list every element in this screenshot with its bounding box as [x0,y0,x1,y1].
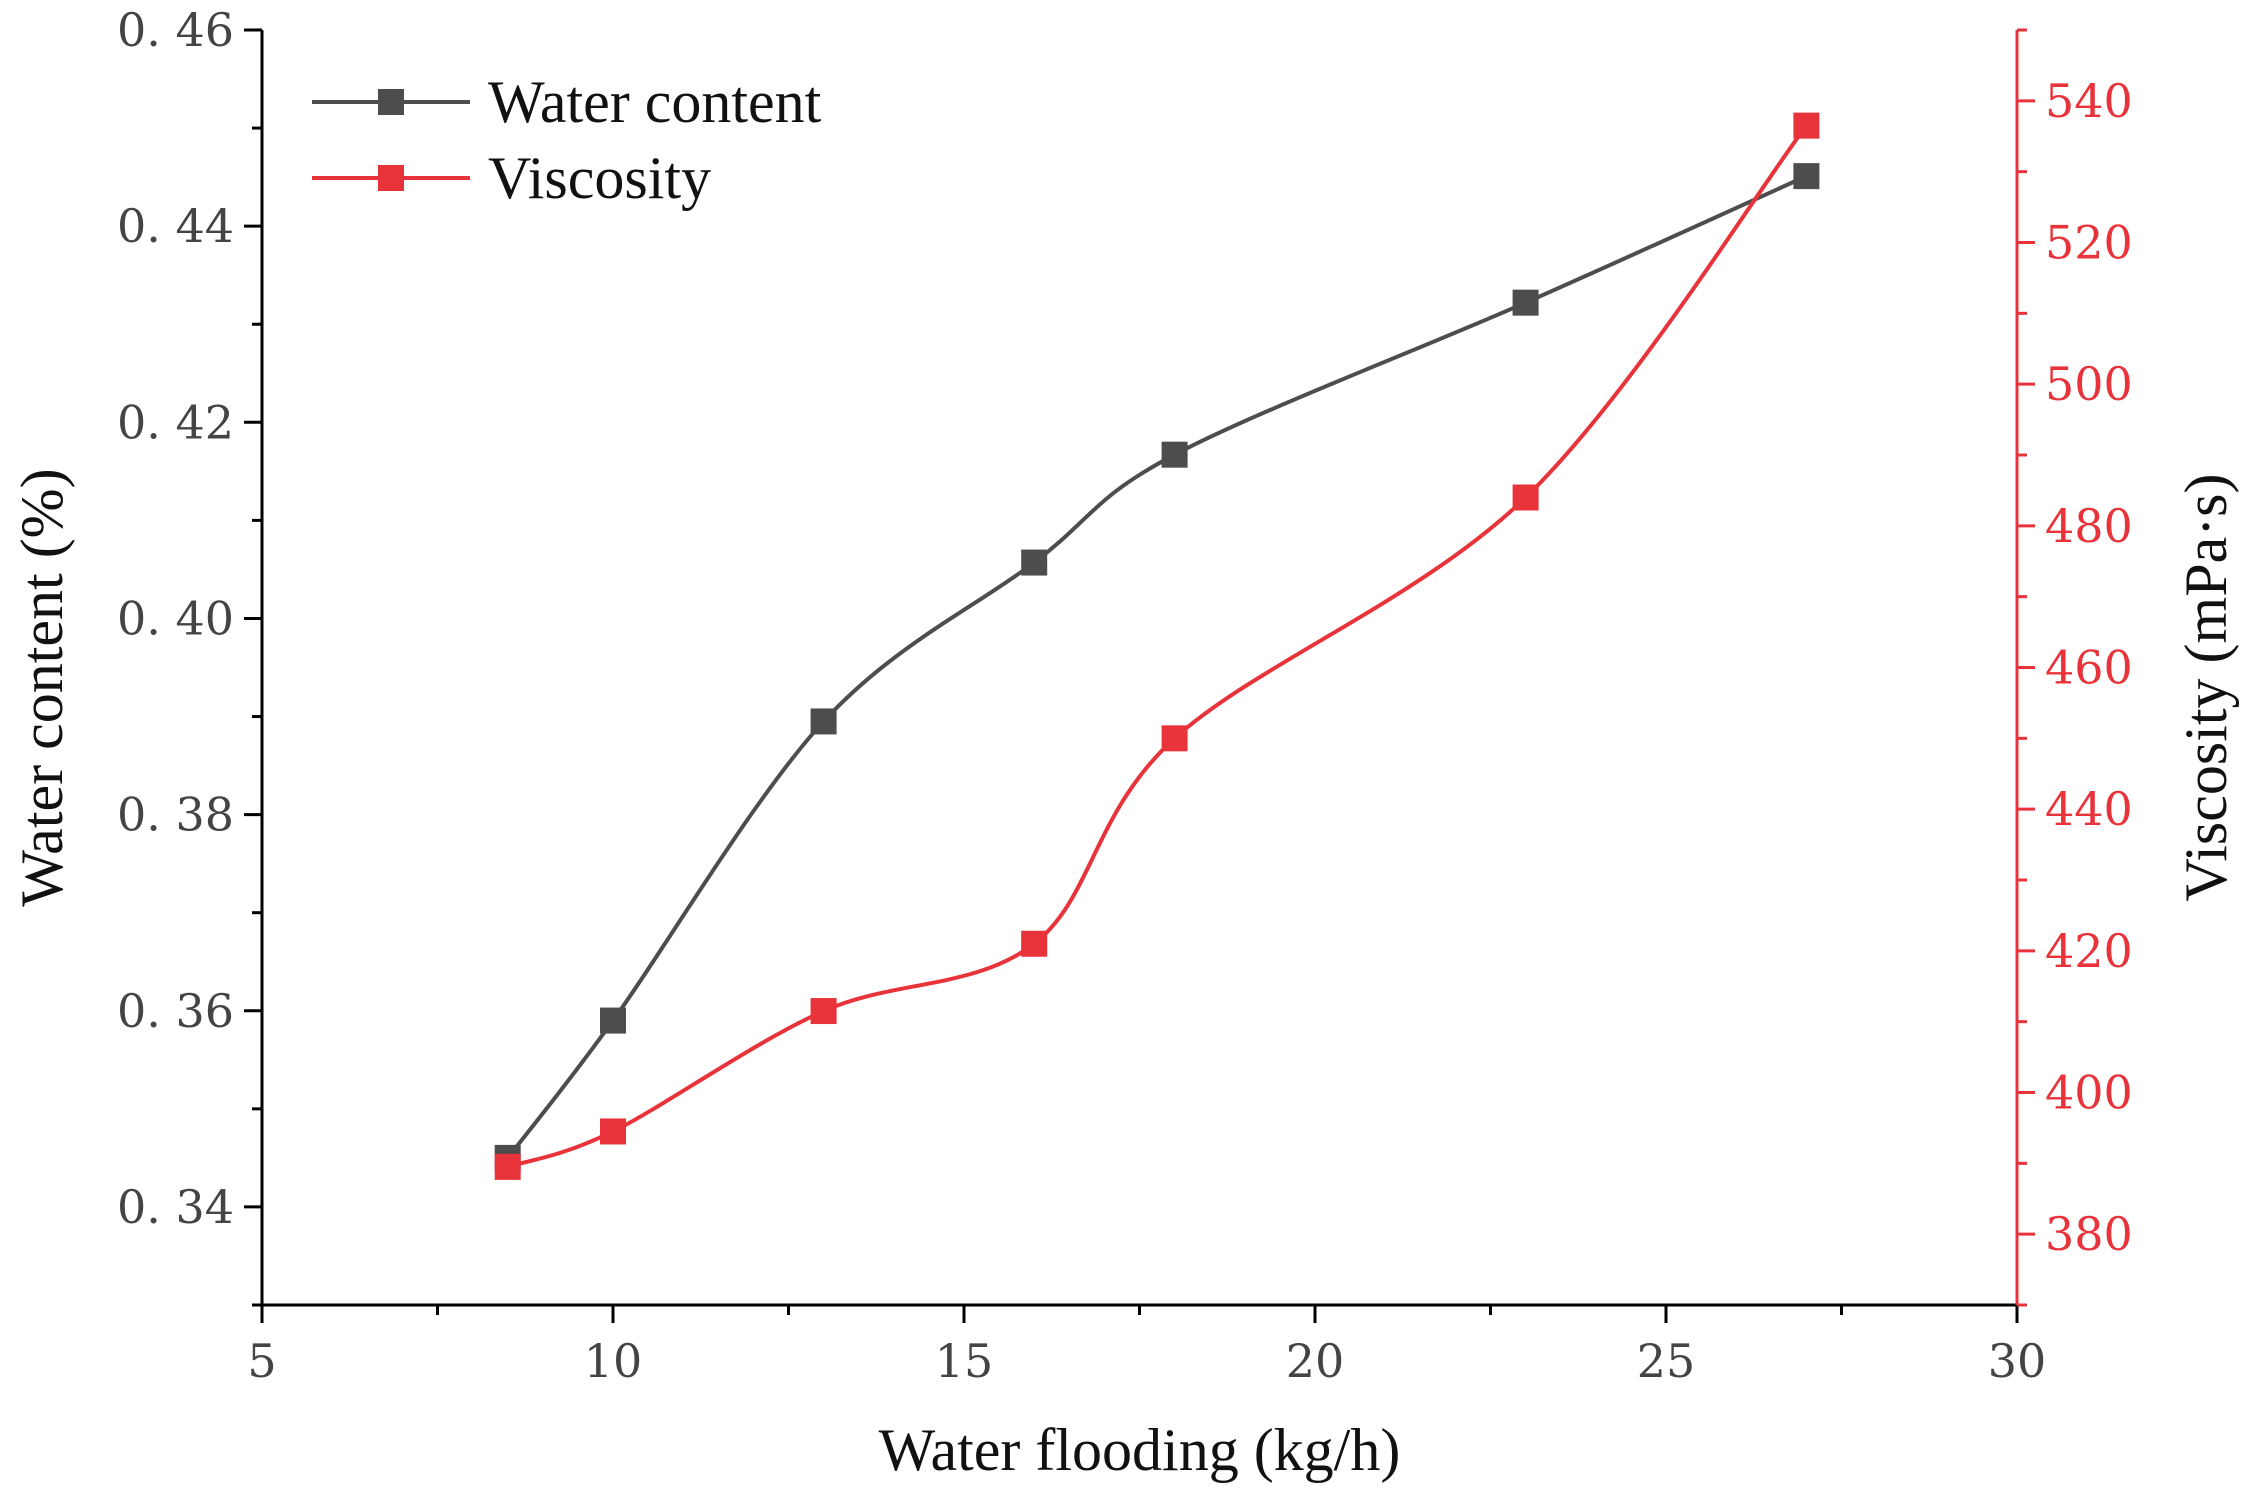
legend-marker-water-content [378,89,404,115]
data-point-viscosity [494,1153,521,1180]
axes [260,30,2019,1307]
y-right-tick-label: 400 [2045,1066,2133,1120]
data-point-water-content [1021,549,1048,576]
x-tick-label: 25 [1637,1334,1696,1388]
y-left-tick-label: 0. 34 [117,1180,234,1234]
x-tick-label: 30 [1988,1334,2047,1388]
data-point-viscosity [600,1118,626,1145]
y-right-tick-label: 540 [2045,74,2133,128]
data-point-viscosity [1512,484,1539,511]
y-left-tick-label: 0. 42 [117,395,234,449]
y-right-tick-label: 520 [2045,216,2133,270]
series-line-viscosity [507,124,1808,1169]
x-tick-label: 5 [247,1334,276,1388]
y-left-tick-label: 0. 36 [117,984,234,1038]
y-left-tick-label: 0. 38 [117,788,234,842]
x-tick-label: 10 [584,1334,643,1388]
y-right-tick-label: 460 [2045,641,2133,695]
legend-label-water-content: Water content [488,69,822,135]
y-left-tick-label: 0. 44 [117,199,234,253]
y-left-tick-label: 0. 46 [117,3,234,57]
legend-marker-viscosity [378,165,404,191]
data-point-viscosity [1793,112,1820,139]
data-point-water-content [600,1007,626,1034]
data-point-viscosity [810,998,837,1025]
y-right-tick-label: 480 [2045,499,2133,553]
x-tick-label: 20 [1286,1334,1345,1388]
y-axis-left-label: Water content (%) [9,468,75,906]
legend: Water content Viscosity [312,69,822,211]
x-tick-label: 15 [935,1334,994,1388]
y-right-tick-label: 500 [2045,357,2133,411]
data-point-viscosity [1021,930,1048,957]
data-point-water-content [1512,289,1539,316]
data-point-water-content [1793,163,1820,190]
y-axis-right-label: Viscosity (mPa·s) [2173,473,2239,901]
y-left-tick-label: 0. 40 [117,591,234,645]
x-axis-label: Water flooding (kg/h) [879,1417,1401,1483]
data-point-water-content [810,708,837,735]
data-point-water-content [1161,441,1188,468]
y-right-tick-label: 380 [2045,1207,2133,1261]
data-point-viscosity [1161,725,1188,752]
series-line-water-content [506,174,1808,1160]
series-layer [494,112,1820,1180]
legend-label-viscosity: Viscosity [488,145,711,211]
axis-ticks: 5 10 15 20 25 30 0. 34 0. 36 0. 38 0. 40 0. 42 0. 4… [117,3,2133,1388]
y-right-tick-label: 440 [2045,782,2133,836]
y-right-tick-label: 420 [2045,924,2133,978]
